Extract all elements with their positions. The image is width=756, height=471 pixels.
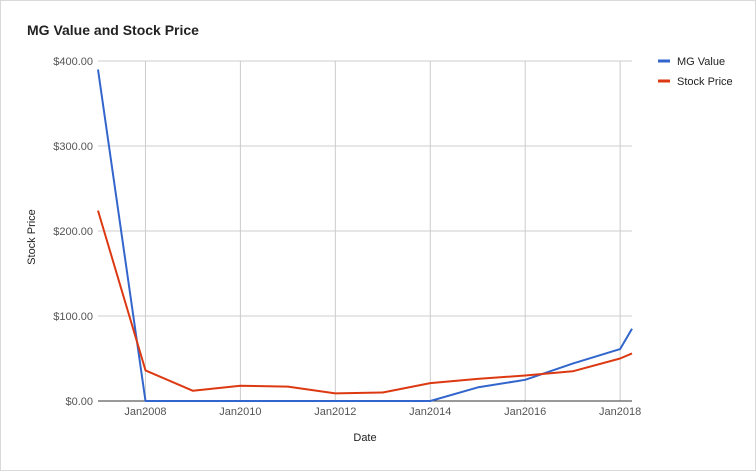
x-tick-label: Jan2014: [409, 406, 451, 418]
legend-label-mg-value: MG Value: [677, 56, 725, 68]
y-tick-label: $200.00: [53, 226, 93, 238]
x-tick-label: Jan2008: [124, 406, 166, 418]
y-tick-label: $0.00: [65, 396, 93, 408]
chart-title: MG Value and Stock Price: [27, 22, 199, 38]
mg-value-line: [97, 69, 633, 402]
x-tick-label: Jan2012: [314, 406, 356, 418]
x-tick-label: Jan2016: [504, 406, 546, 418]
x-axis-title: Date: [353, 432, 376, 444]
legend-label-stock-price: Stock Price: [677, 76, 733, 88]
y-tick-label: $100.00: [53, 311, 93, 323]
y-tick-label: $400.00: [53, 56, 93, 68]
y-axis-title: Stock Price: [26, 209, 38, 265]
x-tick-label: Jan2010: [219, 406, 261, 418]
stock-price-line: [97, 210, 633, 395]
y-tick-label: $300.00: [53, 141, 93, 153]
x-tick-label: Jan2018: [599, 406, 641, 418]
